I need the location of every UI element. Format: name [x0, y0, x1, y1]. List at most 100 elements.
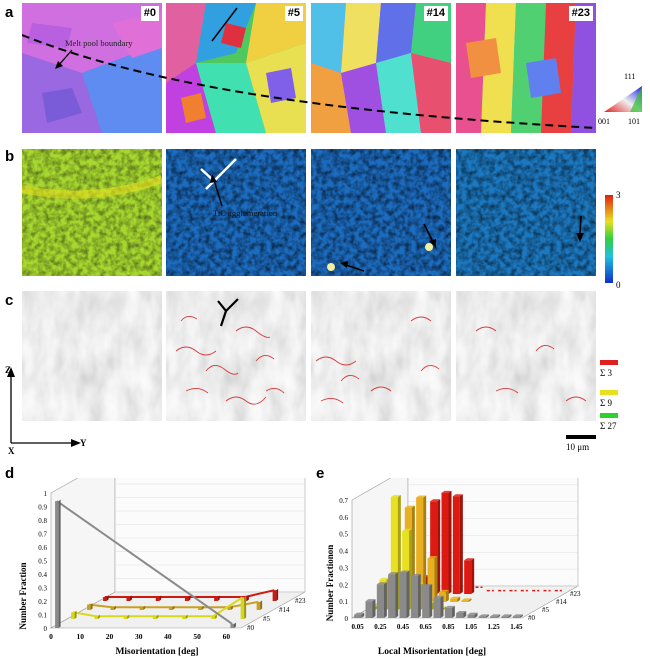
chart-e-bar-top	[390, 495, 401, 498]
chart-d-bar-side	[74, 610, 77, 619]
kam-scale-min: 0	[616, 280, 621, 290]
chart-e-bar-top	[490, 614, 501, 617]
chart-e-ytick-label: 0.5	[339, 531, 348, 539]
chart-e-bar	[399, 572, 407, 618]
chart-e-bar	[390, 497, 398, 610]
chart-e-bar-side	[463, 610, 467, 618]
sample-tag-0: #0	[140, 6, 159, 21]
chart-e-series-label: #14	[556, 598, 567, 606]
chart-e-bar	[376, 584, 384, 618]
chart-e-xtick-label: 1.45	[510, 623, 523, 631]
chart-d-ylabel: Number Fraction	[18, 562, 28, 629]
chart-e-bar	[452, 496, 460, 594]
chart-d-ytick-label: 0.9	[38, 504, 47, 512]
chart-e-bar-side	[451, 605, 455, 618]
chart-d-bar-side	[244, 595, 247, 619]
bc-map-23	[456, 291, 596, 421]
chart-e-bar	[410, 575, 418, 618]
chart-d-bar	[240, 597, 245, 619]
chart-d-bar	[230, 623, 234, 628]
chart-d-bar-side	[127, 614, 130, 619]
axes-glyph-icon	[7, 367, 81, 447]
bc-map-5	[166, 291, 306, 421]
chart-e-bar-top	[416, 495, 427, 498]
chart-e-bar	[422, 585, 430, 618]
chart-e-bar-side	[468, 598, 472, 602]
bc-map-0	[22, 291, 162, 421]
chart-e-bar-side	[372, 599, 376, 618]
chart-d-bar	[214, 596, 218, 601]
chart-e-bar-top	[433, 595, 444, 598]
chart-e-bar-top	[388, 572, 399, 575]
chart-e-bar-top	[427, 556, 438, 559]
chart-d-ytick-label: 0.8	[38, 517, 47, 525]
chart-e-bar	[354, 614, 362, 618]
chart-e-bar-top	[422, 583, 433, 586]
chart-d-xtick-label: 0	[49, 632, 53, 641]
chart-e-bar-top	[354, 612, 365, 615]
chart-e-bar-side	[434, 556, 438, 602]
chart-e-bar-top	[430, 499, 441, 502]
chart-e-series-label: #23	[570, 590, 581, 598]
chart-d-series-line	[72, 596, 243, 618]
tic-agglomeration-label: TiC agglomeration	[213, 208, 278, 218]
panel-letter-e: e	[316, 465, 325, 482]
chart-e-ytick-label: 0.3	[339, 564, 348, 572]
chart-d-bar	[198, 607, 202, 610]
sample-tag-14: #14	[423, 6, 448, 21]
panel-letter-d: d	[5, 465, 15, 482]
chart-e-bar	[478, 616, 486, 618]
chart-e-bar-side	[361, 612, 365, 618]
chart-e-bar-top	[441, 490, 452, 493]
chart-e-bar	[430, 501, 438, 594]
chart-d-bar-side	[129, 595, 132, 601]
chart-d-bar	[256, 601, 261, 610]
kam-arrow-23-icon	[576, 215, 584, 242]
csl-label-sigma9: Σ 9	[600, 398, 612, 408]
chart-d-bar	[272, 590, 277, 601]
chart-d-bar	[184, 596, 189, 601]
chart-e-bar	[433, 597, 441, 618]
chart-d-bar-side	[58, 499, 61, 628]
sample-tag-23: #23	[568, 6, 593, 21]
chart-d-bar	[139, 607, 144, 610]
chart-e-bar	[464, 560, 472, 594]
chart-e-bar	[416, 497, 424, 602]
ipf-label-001: 001	[598, 117, 610, 126]
scale-bar	[566, 435, 596, 439]
chart-e-bar	[512, 616, 520, 618]
chart-e-bar-side	[429, 583, 433, 618]
chart-e-bar-side	[406, 570, 410, 618]
chart-d-bar	[123, 616, 128, 619]
chart-e-bar-top	[379, 577, 390, 580]
chart-d-bar-side	[233, 622, 236, 628]
chart-e-bar-side	[383, 582, 387, 618]
chart-e-bar-top	[365, 599, 376, 602]
csl-swatch-sigma27	[600, 413, 618, 418]
chart-e-ytick-label: 0.2	[339, 581, 348, 589]
chart-d-bar-side	[214, 614, 217, 619]
chart-e-bar-side	[508, 614, 512, 618]
chart-e-ylabel: Number Fractionon	[325, 545, 335, 622]
sample-tag-5: #5	[284, 6, 303, 21]
chart-d-bar	[55, 501, 59, 628]
chart-e-xlabel: Local Misorientation [deg]	[378, 647, 486, 657]
chart-d-xtick-label: 10	[76, 632, 84, 641]
chart-d-ytick-label: 1	[44, 490, 48, 498]
axis-y-label: Y	[80, 438, 87, 448]
chart-e-bar	[456, 612, 464, 618]
chart-d-bar	[152, 616, 157, 619]
chart-d-xtick-label: 60	[223, 632, 231, 641]
chart-e-bar-side	[457, 596, 461, 602]
chart-d-bar	[71, 612, 75, 619]
chart-e-bar-top	[467, 612, 478, 615]
chart-e-xtick-label: 0.05	[352, 623, 365, 631]
chart-d-ytick-label: 0.3	[38, 585, 47, 593]
chart-d-series-label: #0	[247, 624, 255, 632]
ipf-label-111: 111	[624, 72, 636, 81]
chart-d-bar-side	[260, 600, 263, 610]
kam-map-14	[311, 149, 451, 276]
chart-d-series-line	[88, 600, 259, 609]
chart-d-xtick-label: 50	[193, 632, 201, 641]
ipf-map-23: #23	[456, 3, 596, 133]
